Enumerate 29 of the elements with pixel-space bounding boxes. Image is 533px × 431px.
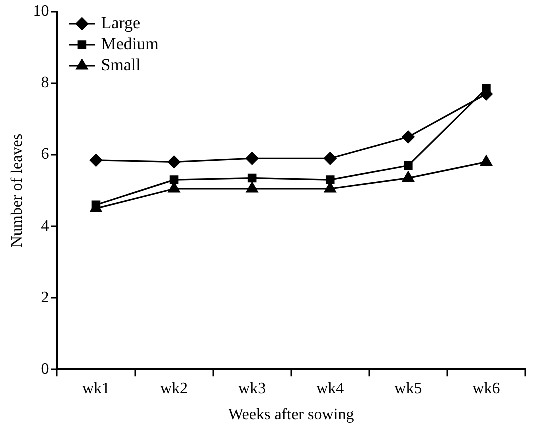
point	[248, 174, 257, 183]
y-tick-label: 8	[41, 74, 50, 92]
x-tick-label: wk6	[472, 380, 500, 398]
x-tick-label: wk1	[82, 380, 110, 398]
point	[324, 152, 337, 166]
legend-label: Large	[101, 13, 141, 32]
point	[246, 152, 259, 166]
legend-label: Small	[101, 55, 142, 74]
y-tick-label: 4	[41, 218, 50, 235]
point	[404, 161, 413, 170]
y-tick-label: 2	[41, 289, 50, 306]
point	[402, 130, 415, 144]
x-tick-label: wk3	[238, 380, 266, 398]
x-axis-title: Weeks after sowing	[228, 406, 354, 424]
point	[90, 154, 103, 167]
point	[246, 182, 258, 193]
point	[326, 176, 335, 184]
y-axis-title: Number of leaves	[8, 134, 26, 248]
y-tick-label: 0	[41, 360, 50, 378]
x-tick-label: wk4	[316, 380, 344, 398]
y-tick-label: 6	[41, 146, 50, 164]
point	[168, 156, 181, 169]
point	[402, 171, 415, 182]
legend-label: Medium	[101, 34, 159, 54]
x-tick-label: wk5	[394, 380, 422, 398]
y-tick-label: 10	[33, 3, 50, 20]
point	[480, 155, 493, 166]
point	[170, 176, 179, 184]
x-tick-label: wk2	[160, 380, 188, 398]
